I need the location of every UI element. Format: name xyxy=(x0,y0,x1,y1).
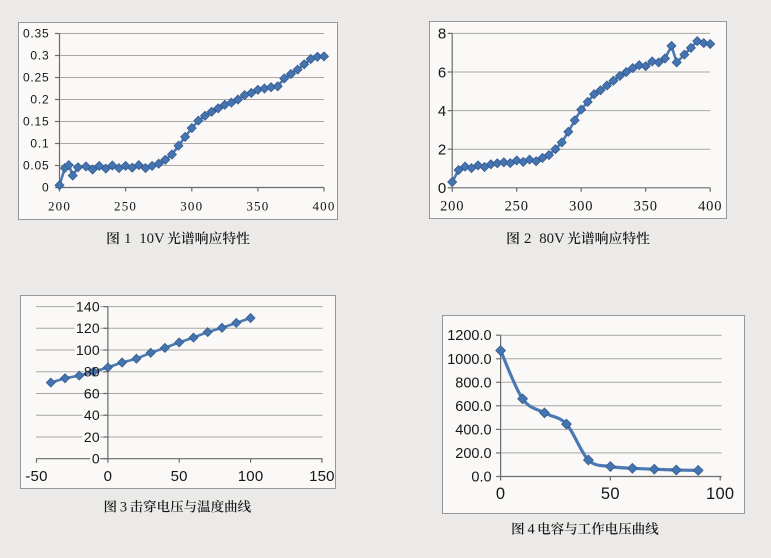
svg-text:0: 0 xyxy=(92,451,100,467)
svg-text:8: 8 xyxy=(437,26,445,43)
svg-text:0.3: 0.3 xyxy=(30,49,49,63)
svg-text:0.1: 0.1 xyxy=(30,137,49,151)
svg-text:100: 100 xyxy=(238,468,264,485)
svg-text:0: 0 xyxy=(437,180,445,197)
svg-text:0.05: 0.05 xyxy=(23,159,50,173)
svg-text:50: 50 xyxy=(600,485,619,503)
svg-text:6: 6 xyxy=(437,64,445,81)
svg-text:300: 300 xyxy=(569,199,593,215)
svg-text:0.25: 0.25 xyxy=(23,71,50,85)
svg-text:1200.0: 1200.0 xyxy=(447,328,491,344)
svg-text:100: 100 xyxy=(705,485,733,503)
svg-text:0.2: 0.2 xyxy=(30,93,49,107)
svg-text:3: 3 xyxy=(120,499,127,515)
svg-text:100: 100 xyxy=(76,342,100,358)
svg-text:50: 50 xyxy=(171,468,188,485)
svg-text:120: 120 xyxy=(76,320,100,336)
svg-text:400: 400 xyxy=(312,199,335,214)
svg-text:350: 350 xyxy=(633,199,657,215)
svg-text:1000.0: 1000.0 xyxy=(447,352,491,368)
svg-text:350: 350 xyxy=(246,199,269,214)
svg-text:250: 250 xyxy=(114,199,137,214)
svg-text:40: 40 xyxy=(84,407,100,423)
svg-text:-50: -50 xyxy=(25,468,47,485)
svg-text:140: 140 xyxy=(76,298,100,314)
svg-text:150: 150 xyxy=(309,468,335,485)
svg-text:4: 4 xyxy=(528,522,535,538)
svg-text:0: 0 xyxy=(42,181,49,195)
svg-text:200: 200 xyxy=(440,199,464,215)
svg-text:0: 0 xyxy=(104,468,113,485)
svg-text:10V: 10V xyxy=(139,231,165,247)
svg-text:1: 1 xyxy=(124,231,131,247)
svg-text:60: 60 xyxy=(84,385,100,401)
svg-text:0.35: 0.35 xyxy=(23,27,50,41)
svg-text:2: 2 xyxy=(437,142,445,159)
svg-text:250: 250 xyxy=(504,199,528,215)
svg-text:400: 400 xyxy=(698,199,722,215)
svg-text:0: 0 xyxy=(495,485,504,503)
svg-text:80: 80 xyxy=(84,364,100,380)
svg-text:200.0: 200.0 xyxy=(455,446,491,462)
svg-text:20: 20 xyxy=(84,429,100,445)
svg-text:400.0: 400.0 xyxy=(455,422,491,438)
svg-text:600.0: 600.0 xyxy=(455,399,491,415)
svg-text:300: 300 xyxy=(180,199,203,214)
svg-text:200: 200 xyxy=(48,199,71,214)
svg-text:0.0: 0.0 xyxy=(471,470,491,486)
svg-text:2: 2 xyxy=(524,231,531,247)
svg-text:0.15: 0.15 xyxy=(23,115,50,129)
svg-text:4: 4 xyxy=(437,103,445,120)
svg-text:800.0: 800.0 xyxy=(455,375,491,391)
svg-text:80V: 80V xyxy=(539,231,565,247)
